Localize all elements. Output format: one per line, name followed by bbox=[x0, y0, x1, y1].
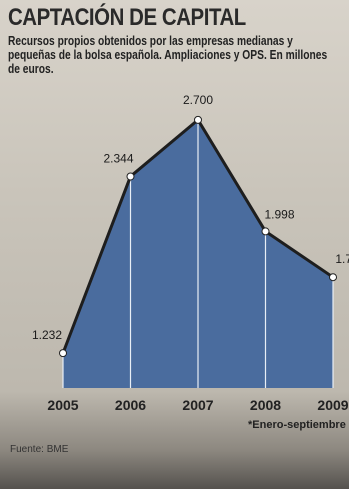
chart-title: CAPTACIÓN DE CAPITAL bbox=[8, 4, 246, 31]
value-label: 1.232 bbox=[32, 328, 62, 342]
x-tick-label: 2005 bbox=[47, 397, 78, 413]
value-label: 1.998 bbox=[264, 207, 294, 221]
chart-subtitle: Recursos propios obtenidos por las empre… bbox=[8, 34, 328, 76]
x-tick-label: 2006 bbox=[115, 397, 146, 413]
point bbox=[329, 273, 337, 282]
point bbox=[59, 349, 67, 358]
x-tick-label: 2008 bbox=[250, 397, 281, 413]
note: *Enero-septiembre bbox=[248, 419, 346, 431]
value-label: 2.700 bbox=[183, 93, 213, 107]
value-label: 2.344 bbox=[103, 151, 133, 165]
point bbox=[126, 172, 135, 181]
point bbox=[261, 227, 270, 236]
point bbox=[194, 115, 202, 124]
x-tick-label: 2007 bbox=[182, 397, 213, 413]
value-label: 1.71 bbox=[335, 252, 349, 266]
source: Fuente: BME bbox=[10, 444, 69, 455]
x-tick-label: 2009 bbox=[317, 397, 348, 413]
